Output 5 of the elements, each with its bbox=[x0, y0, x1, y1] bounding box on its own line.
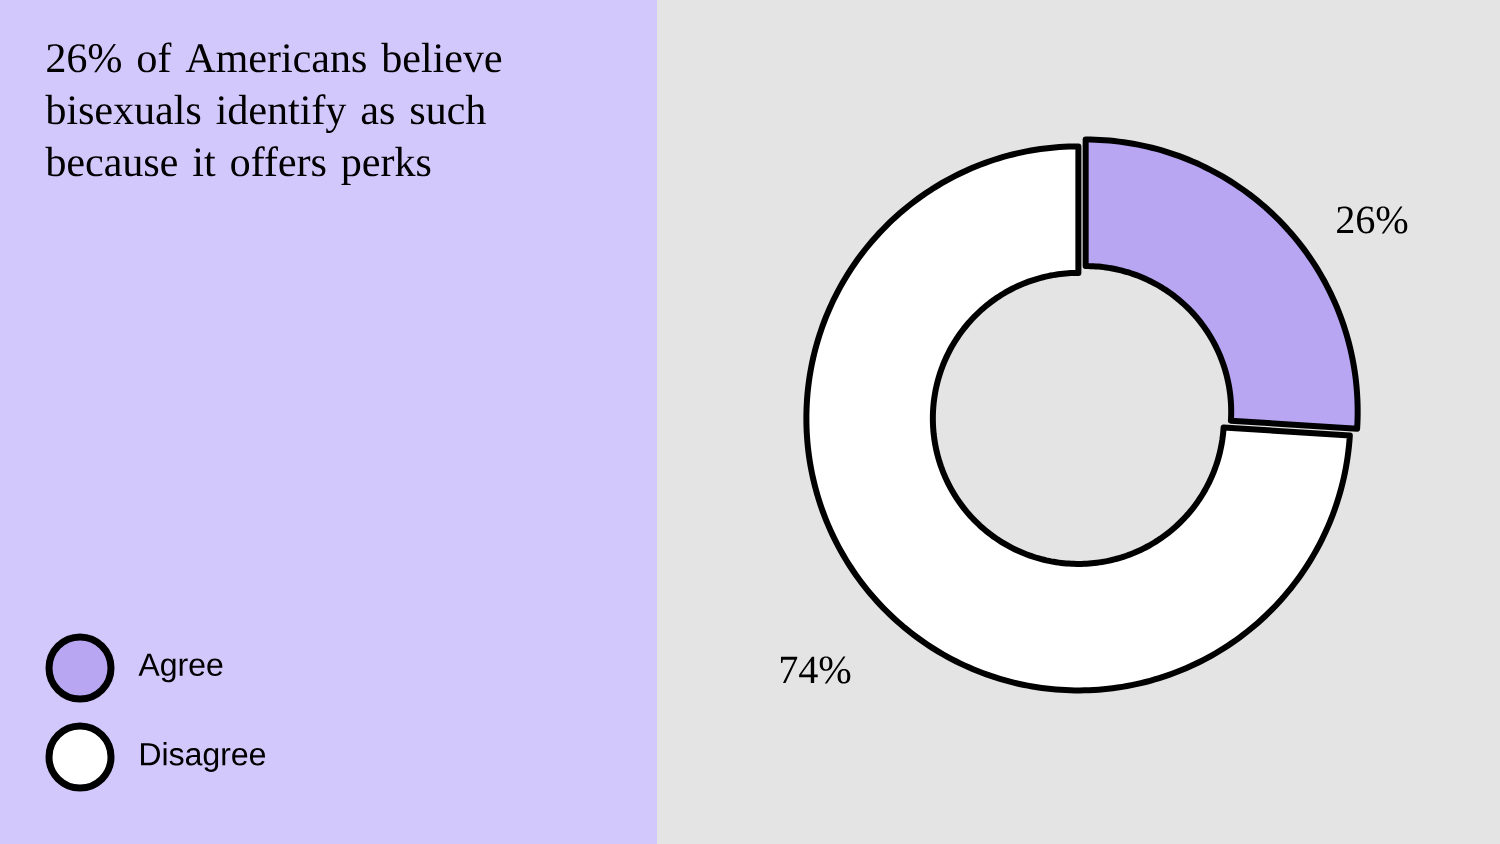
legend-label: Agree bbox=[138, 653, 223, 683]
chart-title: 26% of Americans believe bisexuals identify as such because it offers perks bbox=[45, 42, 502, 185]
data-label: 26% bbox=[1337, 206, 1408, 234]
legend-label: Disagree bbox=[141, 742, 266, 772]
data-label: 74% bbox=[780, 656, 851, 684]
